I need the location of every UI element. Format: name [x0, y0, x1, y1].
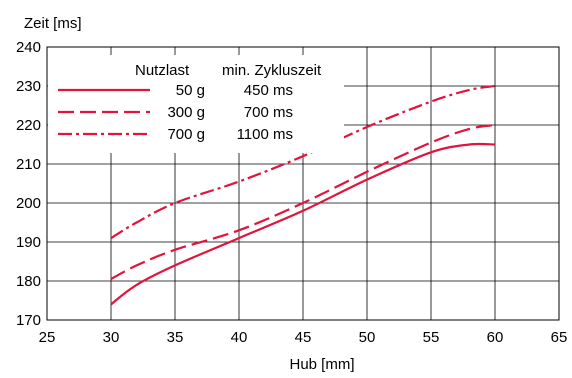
- y-tick-label: 210: [16, 156, 41, 173]
- x-axis-label: Hub [mm]: [289, 356, 354, 373]
- x-tick-label: 25: [39, 329, 56, 346]
- plot-frame: [46, 46, 560, 321]
- legend-payload: 50 g: [176, 82, 205, 99]
- legend-cycle: 450 ms: [244, 82, 293, 99]
- y-tick-labels: 170 180 190 200 210 220 230 240: [16, 39, 41, 329]
- x-tick-label: 50: [359, 329, 376, 346]
- x-tick-label: 35: [167, 329, 184, 346]
- series-lines: [110, 84, 496, 306]
- series-line-dashdot: [110, 84, 496, 240]
- series-line-solid: [110, 142, 496, 306]
- y-tick-label: 220: [16, 117, 41, 134]
- y-tick-label: 200: [16, 195, 41, 212]
- x-tick-labels: 25 30 35 40 45 50 55 60 65: [39, 329, 568, 346]
- legend-cycle: 1100 ms: [237, 126, 293, 143]
- x-tick-label: 45: [295, 329, 312, 346]
- y-tick-label: 190: [16, 234, 41, 251]
- y-tick-label: 230: [16, 78, 41, 95]
- legend-cycle: 700 ms: [244, 104, 293, 121]
- legend-payload: 300 g: [167, 104, 205, 121]
- legend-header-payload: Nutzlast: [135, 62, 190, 79]
- x-tick-label: 60: [487, 329, 504, 346]
- x-tick-label: 40: [231, 329, 248, 346]
- legend-header-cycle: min. Zykluszeit: [222, 62, 322, 79]
- y-tick-label: 240: [16, 39, 41, 56]
- legend-payload: 700 g: [167, 126, 205, 143]
- y-tick-label: 170: [16, 312, 41, 329]
- legend: Nutzlast min. Zykluszeit 50 g 450 ms 300 g…: [48, 55, 344, 153]
- y-tick-label: 180: [16, 273, 41, 290]
- x-tick-label: 65: [551, 329, 568, 346]
- x-tick-label: 30: [103, 329, 120, 346]
- legend-background: [48, 55, 344, 153]
- y-axis-label: Zeit [ms]: [24, 15, 82, 32]
- x-tick-label: 55: [423, 329, 440, 346]
- series-line-dashed: [110, 123, 496, 281]
